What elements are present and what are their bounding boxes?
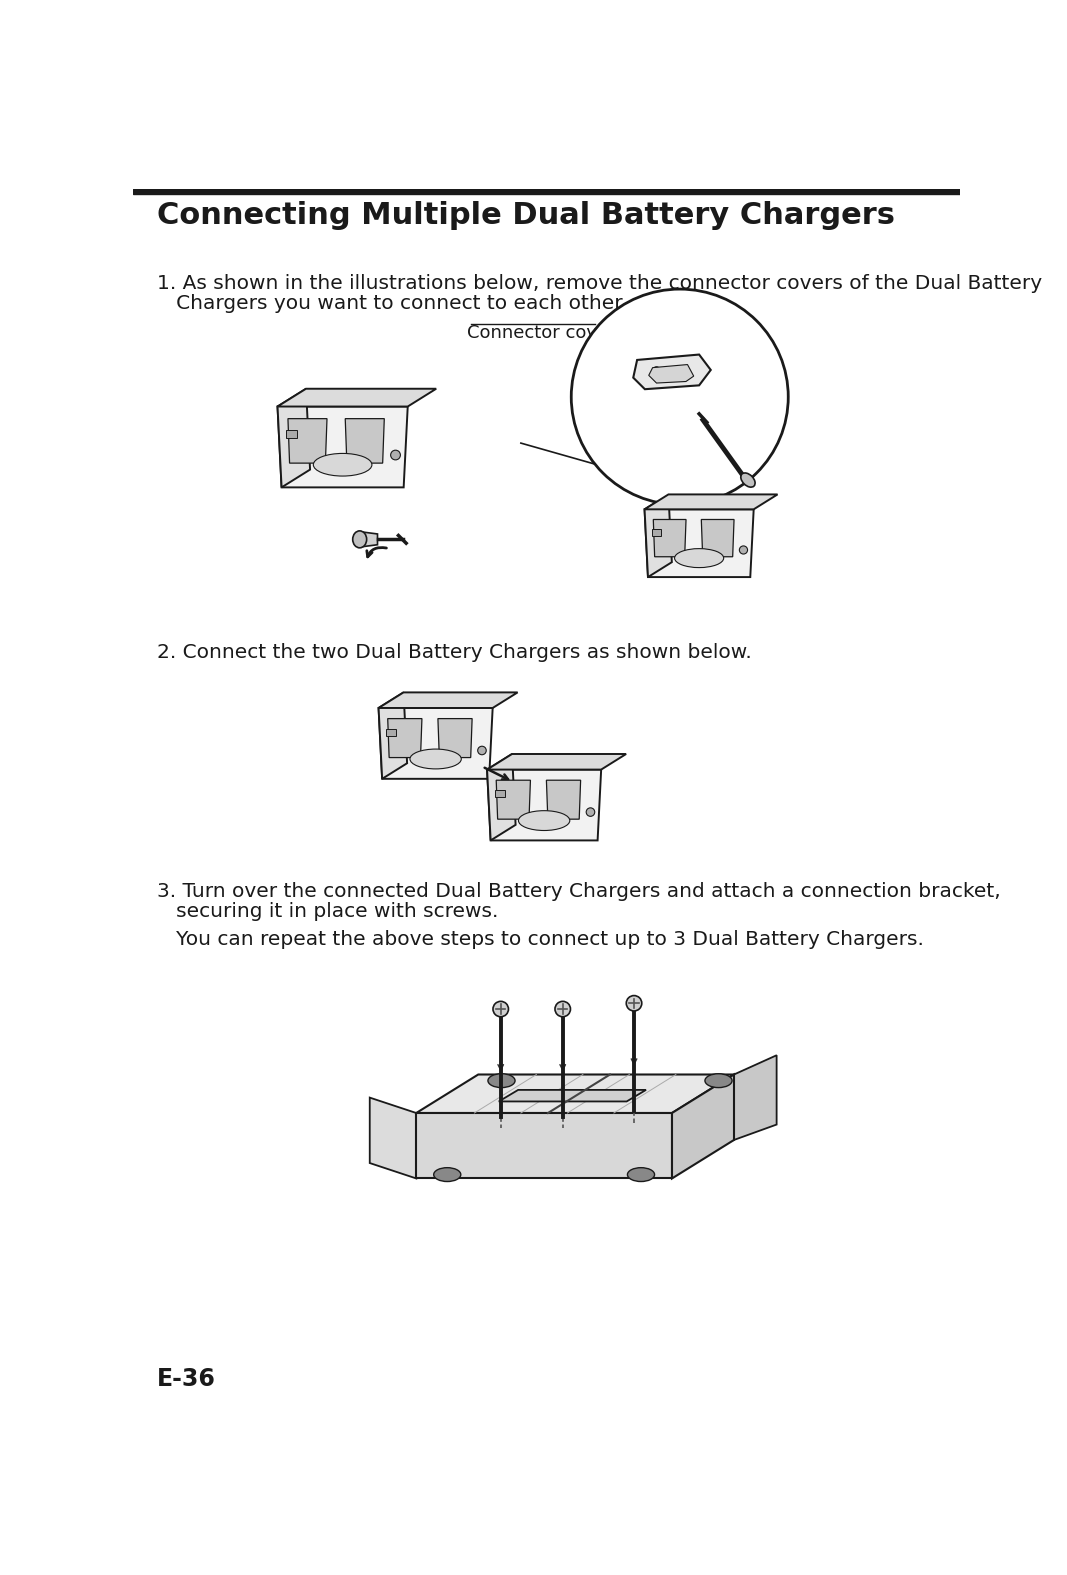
Polygon shape	[277, 389, 310, 487]
Ellipse shape	[353, 531, 367, 548]
Polygon shape	[649, 364, 694, 383]
Polygon shape	[633, 354, 711, 389]
Polygon shape	[644, 495, 672, 576]
Polygon shape	[546, 780, 580, 819]
Polygon shape	[487, 770, 601, 841]
Polygon shape	[416, 1114, 672, 1178]
Text: 3. Turn over the connected Dual Battery Chargers and attach a connection bracket: 3. Turn over the connected Dual Battery …	[157, 882, 1001, 901]
Circle shape	[493, 1002, 509, 1017]
Text: 2. Connect the two Dual Battery Chargers as shown below.: 2. Connect the two Dual Battery Chargers…	[157, 643, 751, 663]
Circle shape	[571, 290, 789, 504]
Circle shape	[478, 747, 487, 754]
Ellipse shape	[314, 454, 372, 476]
Polygon shape	[495, 791, 505, 797]
Ellipse shape	[519, 811, 570, 830]
Polygon shape	[277, 406, 408, 487]
Ellipse shape	[433, 1167, 461, 1181]
Polygon shape	[277, 389, 436, 406]
Polygon shape	[652, 529, 662, 536]
Polygon shape	[386, 729, 396, 736]
Bar	[133, 189, 960, 194]
Polygon shape	[644, 495, 778, 509]
Polygon shape	[379, 693, 408, 778]
Polygon shape	[416, 1074, 734, 1114]
Polygon shape	[644, 509, 753, 576]
Polygon shape	[387, 718, 421, 758]
Text: Connecting Multiple Dual Battery Chargers: Connecting Multiple Dual Battery Charger…	[157, 200, 894, 230]
Ellipse shape	[488, 1074, 515, 1088]
Polygon shape	[379, 709, 493, 778]
Polygon shape	[370, 1098, 416, 1178]
Polygon shape	[734, 1055, 777, 1140]
Circle shape	[626, 995, 641, 1011]
Circle shape	[555, 1002, 571, 1017]
Polygon shape	[498, 1090, 646, 1101]
Polygon shape	[288, 419, 327, 463]
Polygon shape	[496, 780, 530, 819]
Text: 1. As shown in the illustrations below, remove the connector covers of the Dual : 1. As shown in the illustrations below, …	[157, 274, 1041, 293]
Polygon shape	[346, 419, 384, 463]
Text: securing it in place with screws.: securing it in place with screws.	[157, 902, 498, 921]
Polygon shape	[672, 1074, 734, 1178]
Text: Chargers you want to connect to each other.: Chargers you want to connect to each oth…	[157, 293, 626, 313]
Polygon shape	[653, 520, 686, 556]
Ellipse shape	[627, 1167, 654, 1181]
Circle shape	[653, 367, 659, 373]
Circle shape	[681, 367, 687, 373]
Polygon shape	[437, 718, 472, 758]
Ellipse shape	[410, 750, 461, 769]
Circle shape	[739, 547, 748, 554]
Text: E-36: E-36	[157, 1367, 216, 1391]
Polygon shape	[379, 693, 517, 709]
Polygon shape	[360, 532, 378, 547]
Ellipse shape	[674, 548, 723, 567]
Text: Connector cover: Connector cover	[466, 324, 616, 342]
Polygon shape	[487, 754, 515, 841]
Ellipse shape	[705, 1074, 732, 1088]
Polygon shape	[487, 754, 626, 770]
Circle shape	[586, 808, 594, 816]
Polygon shape	[286, 430, 298, 438]
Circle shape	[391, 450, 400, 460]
Text: You can repeat the above steps to connect up to 3 Dual Battery Chargers.: You can repeat the above steps to connec…	[157, 929, 924, 948]
Polygon shape	[701, 520, 734, 556]
Ellipse shape	[740, 472, 755, 487]
